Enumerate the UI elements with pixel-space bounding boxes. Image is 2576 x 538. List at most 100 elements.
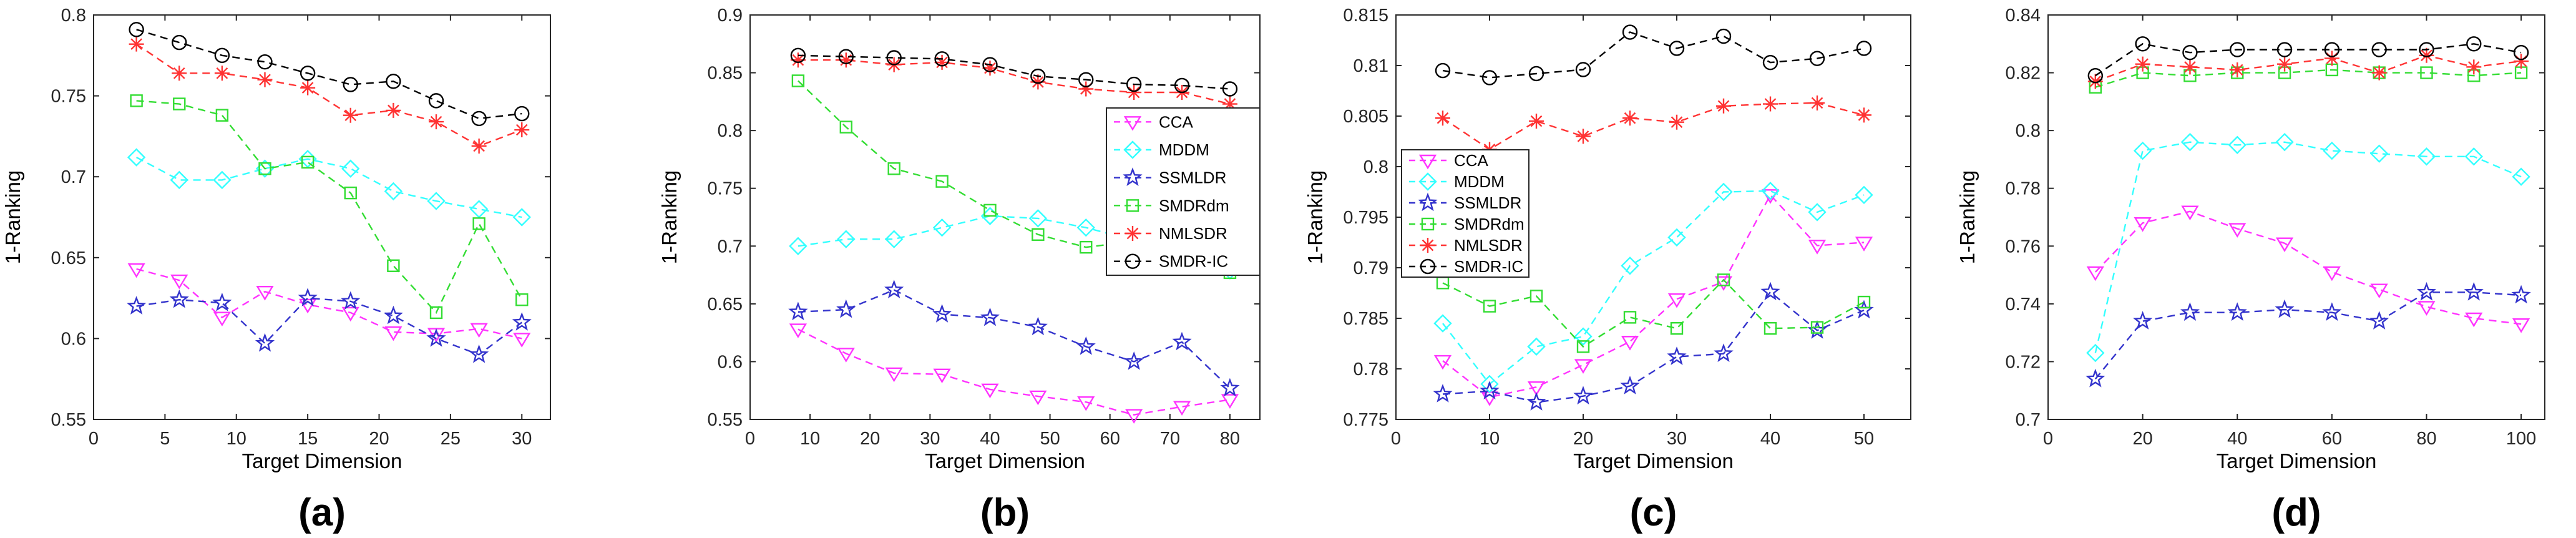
data-point	[886, 50, 902, 66]
series-nmlsdr	[1435, 95, 1871, 157]
y-tick-label: 0.775	[1343, 410, 1388, 430]
data-point	[885, 367, 903, 383]
data-point	[2465, 312, 2483, 328]
data-point	[213, 311, 231, 327]
data-point	[214, 47, 230, 64]
data-point	[2417, 147, 2436, 166]
data-point	[884, 280, 904, 298]
data-point	[2135, 36, 2150, 52]
data-point	[1076, 218, 1095, 237]
data-point	[1574, 327, 1593, 346]
data-point	[2514, 54, 2529, 69]
y-tick-label: 0.6	[718, 352, 743, 372]
data-point	[257, 72, 273, 87]
data-point	[1714, 182, 1733, 202]
data-point	[429, 114, 444, 130]
series-cca	[127, 263, 531, 348]
data-point	[1028, 316, 1048, 336]
data-point	[1667, 293, 1686, 308]
data-point	[2369, 144, 2389, 163]
series-smdr-ic	[2087, 36, 2529, 84]
y-tick-label: 0.82	[2006, 64, 2041, 84]
panel-d: 0 20 40 60 80 100 0.7 0.72 0.74 0.76 0.78 0.8 0.82 0.…	[1956, 6, 2545, 534]
series-mddm	[1433, 182, 1873, 393]
data-point	[2512, 318, 2530, 333]
series-line	[1442, 31, 1865, 79]
data-point	[836, 299, 856, 318]
data-point	[386, 74, 401, 89]
data-point	[1620, 376, 1640, 394]
data-point	[2230, 42, 2245, 57]
data-point	[2230, 62, 2245, 77]
x-tick-label: 20	[369, 429, 389, 449]
panel-a: 0 5 10 15 20 25 30 0.55 0.6 0.65 0.7 0.75 0.8 Target …	[1, 6, 551, 534]
y-tick-label: 0.84	[2006, 6, 2041, 26]
y-axis-label: 1-Ranking	[1, 170, 24, 264]
data-point	[1078, 81, 1094, 97]
data-point	[884, 230, 904, 248]
series-line	[2094, 291, 2522, 379]
data-point	[1030, 68, 1046, 84]
series-nmlsdr	[2087, 47, 2529, 89]
panel-label: (c)	[1630, 491, 1677, 534]
data-point	[514, 122, 530, 138]
data-point	[1669, 41, 1685, 56]
series-line	[2095, 43, 2522, 77]
data-point	[1078, 72, 1094, 87]
data-point	[1222, 81, 1238, 97]
y-tick-label: 0.75	[708, 179, 743, 199]
legend: CCA MDDM SSMLDR SMDRdm NMLSDR SMDR-IC	[1106, 107, 1261, 276]
x-tick-label: 10	[800, 429, 820, 449]
series-line	[136, 157, 522, 218]
data-point	[1623, 311, 1637, 324]
data-point	[429, 306, 443, 320]
series-line	[2095, 69, 2522, 88]
data-point	[515, 293, 529, 306]
x-tick-label: 20	[860, 429, 880, 449]
legend-entry: CCA	[1454, 151, 1489, 170]
data-point	[2086, 343, 2105, 363]
data-point	[1530, 290, 1543, 303]
data-point	[1667, 228, 1686, 247]
y-tick-label: 0.72	[2006, 352, 2041, 372]
panel-label: (b)	[980, 491, 1030, 534]
data-point	[301, 155, 315, 169]
data-point	[2371, 65, 2387, 81]
data-point	[1527, 381, 1546, 396]
data-point	[790, 52, 806, 68]
data-point	[933, 368, 951, 384]
data-point	[212, 293, 232, 311]
legend-entry: SMDRdm	[1159, 196, 1229, 215]
data-point	[383, 305, 403, 325]
y-tick-label: 0.6	[61, 329, 86, 349]
data-point	[2275, 299, 2295, 318]
data-point	[1526, 392, 1546, 411]
series-ssmldr	[127, 288, 532, 363]
series-cca	[789, 323, 1239, 424]
data-point	[213, 170, 232, 190]
data-point	[1573, 386, 1593, 405]
data-point	[2133, 141, 2152, 160]
y-tick-label: 0.55	[708, 410, 743, 430]
data-point	[2182, 59, 2198, 75]
data-point	[169, 289, 189, 308]
x-tick-label: 20	[2132, 429, 2152, 449]
data-point	[300, 66, 316, 81]
data-point	[127, 263, 145, 278]
data-point	[214, 66, 230, 81]
data-point	[1715, 28, 1732, 44]
data-point	[2512, 167, 2530, 186]
series-line	[1442, 193, 1865, 398]
data-point	[1667, 346, 1687, 365]
data-point	[1575, 62, 1591, 77]
data-point	[934, 54, 950, 70]
y-tick-label: 0.65	[51, 248, 86, 268]
data-point	[2419, 42, 2434, 57]
data-point	[1480, 381, 1500, 399]
data-point	[130, 94, 143, 107]
legend-entry: SSMLDR	[1159, 169, 1226, 187]
data-point	[341, 159, 360, 178]
data-point	[343, 77, 358, 92]
data-point	[1760, 281, 1780, 301]
data-point	[1763, 96, 1778, 112]
